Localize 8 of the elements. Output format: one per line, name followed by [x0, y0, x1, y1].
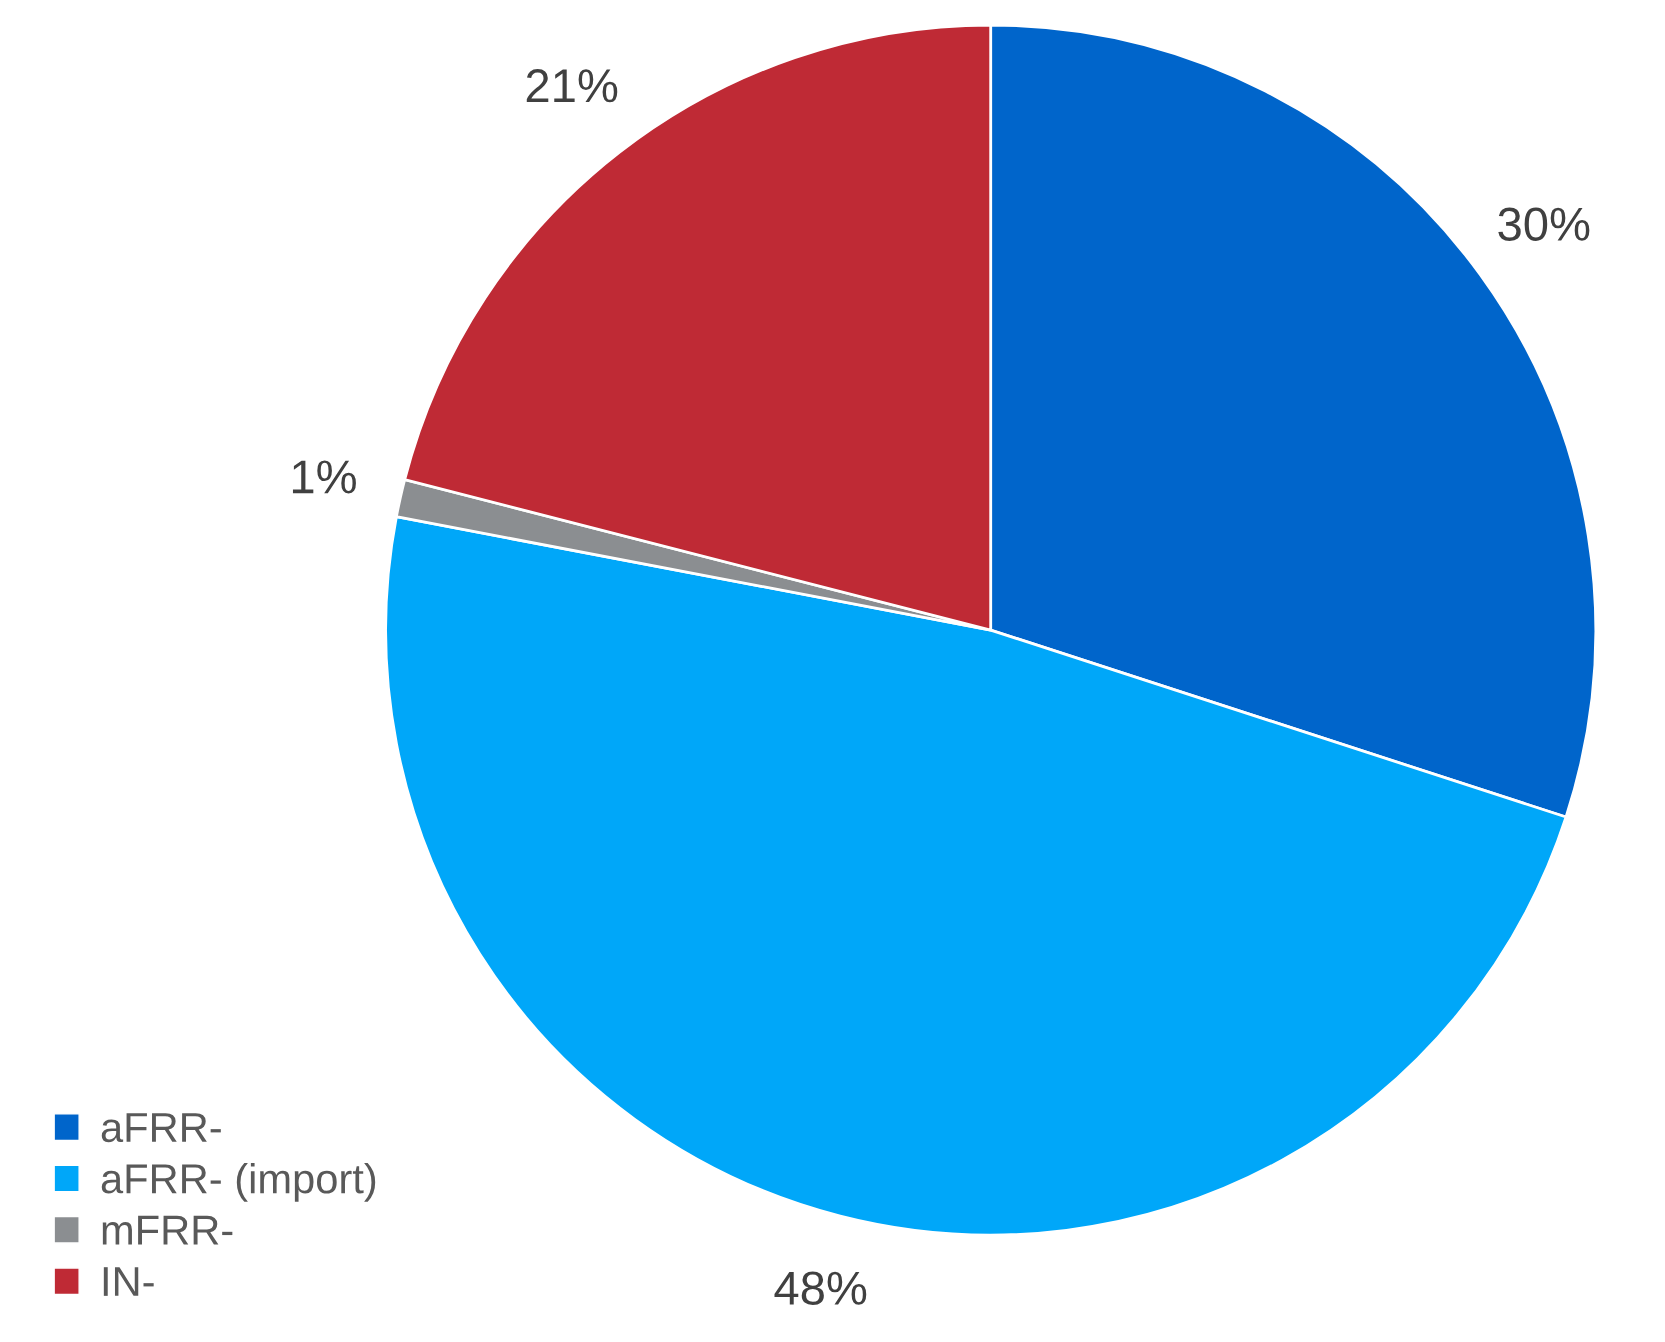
data-label: 1% — [292, 460, 356, 494]
data-label: 30% — [1498, 207, 1590, 241]
legend-label: IN- — [103, 1267, 154, 1296]
legend-label: aFRR- (import) — [101, 1162, 376, 1202]
data-label: 48% — [774, 1271, 867, 1305]
legend-label: aFRR- — [101, 1113, 221, 1143]
data-label: 21% — [526, 69, 618, 103]
legend-label: mFRR- — [102, 1215, 233, 1245]
